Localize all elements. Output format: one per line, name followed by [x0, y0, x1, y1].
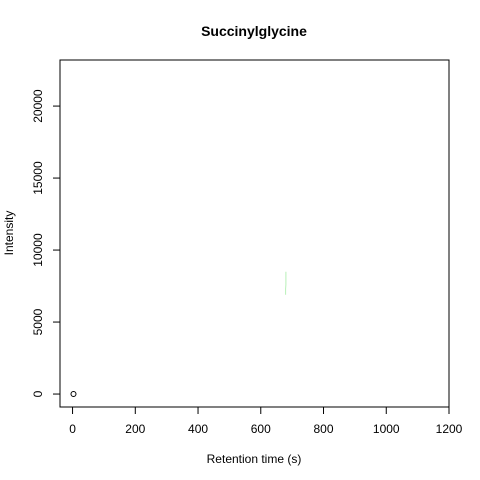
chart-title: Succinylglycine	[201, 23, 307, 39]
x-tick-label: 0	[69, 422, 76, 436]
y-tick-label: 15000	[31, 161, 45, 195]
y-tick-label: 0	[31, 390, 45, 397]
y-axis-label: Intensity	[2, 211, 16, 256]
x-tick-label: 400	[188, 422, 208, 436]
x-tick-label: 600	[251, 422, 271, 436]
x-tick-label: 1200	[436, 422, 463, 436]
y-tick-label: 10000	[31, 233, 45, 267]
points-layer	[70, 391, 77, 398]
plot-frame	[59, 59, 450, 408]
x-tick-label: 1000	[373, 422, 400, 436]
y-tick-label: 20000	[31, 89, 45, 123]
data-point	[70, 391, 77, 398]
y-tick-label: 5000	[31, 308, 45, 335]
x-tick-label: 200	[125, 422, 145, 436]
y-axis: 0 5000 10000 15000 20000	[31, 89, 61, 397]
x-axis-label: Retention time (s)	[207, 452, 302, 466]
x-axis: 0 200 400 600 800 1000 1200	[69, 406, 463, 436]
x-tick-label: 800	[314, 422, 334, 436]
